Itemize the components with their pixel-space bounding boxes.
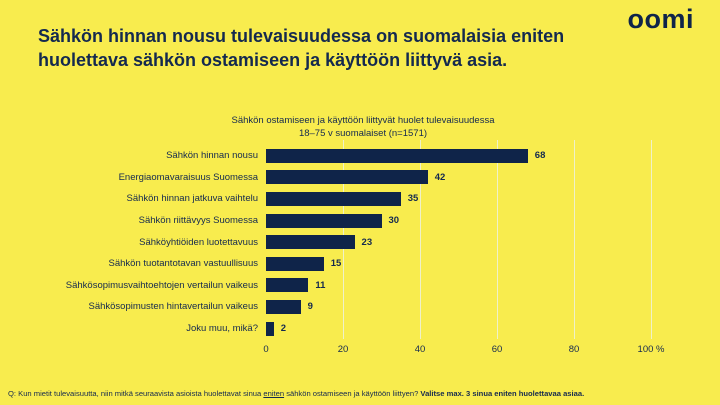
- bar-track: 15: [266, 256, 651, 271]
- bar-track: 11: [266, 278, 651, 293]
- x-tick-label: 40: [414, 344, 426, 356]
- value-label: 68: [534, 150, 546, 162]
- footnote-middle: sähkön ostamiseen ja käyttöön liittyen?: [284, 389, 421, 398]
- x-axis: 0 20 40 60 80 100 %: [263, 342, 664, 358]
- value-label: 23: [361, 236, 373, 248]
- page-title-line2: huolettava sähkön ostamiseen ja käyttöön…: [38, 50, 508, 70]
- value-label: 30: [388, 215, 400, 227]
- bar-track: 2: [266, 321, 651, 336]
- value-label: 42: [434, 171, 446, 183]
- question-footnote: Q: Kun mietit tulevaisuutta, niin mitkä …: [8, 389, 712, 398]
- x-tick-label: 60: [491, 344, 503, 356]
- chart-row: Sähkön tuotantotavan vastuullisuus 15: [33, 253, 693, 275]
- footnote-underlined: eniten: [263, 389, 285, 398]
- chart-title: Sähkön ostamiseen ja käyttöön liittyvät …: [33, 114, 693, 140]
- value-label: 35: [407, 193, 419, 205]
- gridline: [574, 140, 575, 340]
- oomi-logo: oomi: [627, 4, 694, 34]
- footnote-prefix: Q: Kun mietit tulevaisuutta, niin mitkä …: [8, 389, 264, 398]
- page-title-line1: Sähkön hinnan nousu tulevaisuudessa on s…: [38, 26, 565, 46]
- bar: [266, 170, 428, 185]
- category-label: Joku muu, mikä?: [186, 323, 258, 335]
- chart-row: Sähkön hinnan nousu 68: [33, 145, 693, 167]
- bar: [266, 235, 355, 250]
- category-label: Sähkösopimusvaihtoehtojen vertailun vaik…: [65, 279, 258, 291]
- x-tick-label: 100 %: [637, 344, 665, 356]
- chart-row: Joku muu, mikä? 2: [33, 318, 693, 340]
- category-label: Sähköyhtiöiden luotettavuus: [139, 236, 258, 248]
- bar-track: 35: [266, 191, 651, 206]
- category-label: Sähkön tuotantotavan vastuullisuus: [108, 258, 258, 270]
- chart-plot-area: Sähkön hinnan nousu 68 Energiaomavaraisuus…: [33, 140, 693, 340]
- chart-row: Energiaomavaraisuus Suomessa 42: [33, 167, 693, 189]
- chart-rows: Sähkön hinnan nousu 68 Energiaomavaraisuus…: [33, 145, 693, 339]
- bar-track: 30: [266, 213, 651, 228]
- bar-track: 9: [266, 299, 651, 314]
- bar: [266, 278, 309, 293]
- gridline: [420, 140, 421, 340]
- category-label: Energiaomavaraisuus Suomessa: [118, 171, 258, 183]
- bar: [266, 213, 382, 228]
- category-label: Sähkösopimusten hintavertailun vaikeus: [88, 301, 258, 313]
- chart-row: Sähköyhtiöiden luotettavuus 23: [33, 231, 693, 253]
- bar: [266, 256, 324, 271]
- value-label: 2: [280, 323, 286, 335]
- bar: [266, 299, 301, 314]
- gridline: [497, 140, 498, 340]
- bar: [266, 148, 528, 163]
- chart-row: Sähkösopimusten hintavertailun vaikeus 9: [33, 296, 693, 318]
- value-label: 9: [307, 301, 313, 313]
- chart-title-text: Sähkön ostamiseen ja käyttöön liittyvät …: [231, 115, 495, 126]
- category-label: Sähkön hinnan nousu: [166, 150, 258, 162]
- bar-track: 42: [266, 170, 651, 185]
- footnote-bold: Valitse max. 3 sinua eniten huolettavaa …: [420, 389, 585, 398]
- gridline: [651, 140, 652, 340]
- value-label: 11: [315, 279, 326, 291]
- bar: [266, 321, 274, 336]
- x-tick-label: 0: [263, 344, 269, 356]
- category-label: Sähkön riittävyys Suomessa: [138, 215, 258, 227]
- chart-subtitle-text: 18–75 v suomalaiset (n=1571): [298, 128, 428, 139]
- x-tick-label: 80: [568, 344, 580, 356]
- bar-track: 23: [266, 235, 651, 250]
- page-title: Sähkön hinnan nousu tulevaisuudessa on s…: [38, 24, 564, 72]
- bar: [266, 191, 401, 206]
- bar-chart: Sähkön ostamiseen ja käyttöön liittyvät …: [33, 114, 693, 358]
- bar-track: 68: [266, 148, 651, 163]
- chart-row: Sähkön hinnan jatkuva vaihtelu 35: [33, 188, 693, 210]
- chart-row: Sähkösopimusvaihtoehtojen vertailun vaik…: [33, 275, 693, 297]
- x-tick-label: 20: [337, 344, 349, 356]
- chart-row: Sähkön riittävyys Suomessa 30: [33, 210, 693, 232]
- value-label: 15: [330, 258, 342, 270]
- category-label: Sähkön hinnan jatkuva vaihtelu: [126, 193, 258, 205]
